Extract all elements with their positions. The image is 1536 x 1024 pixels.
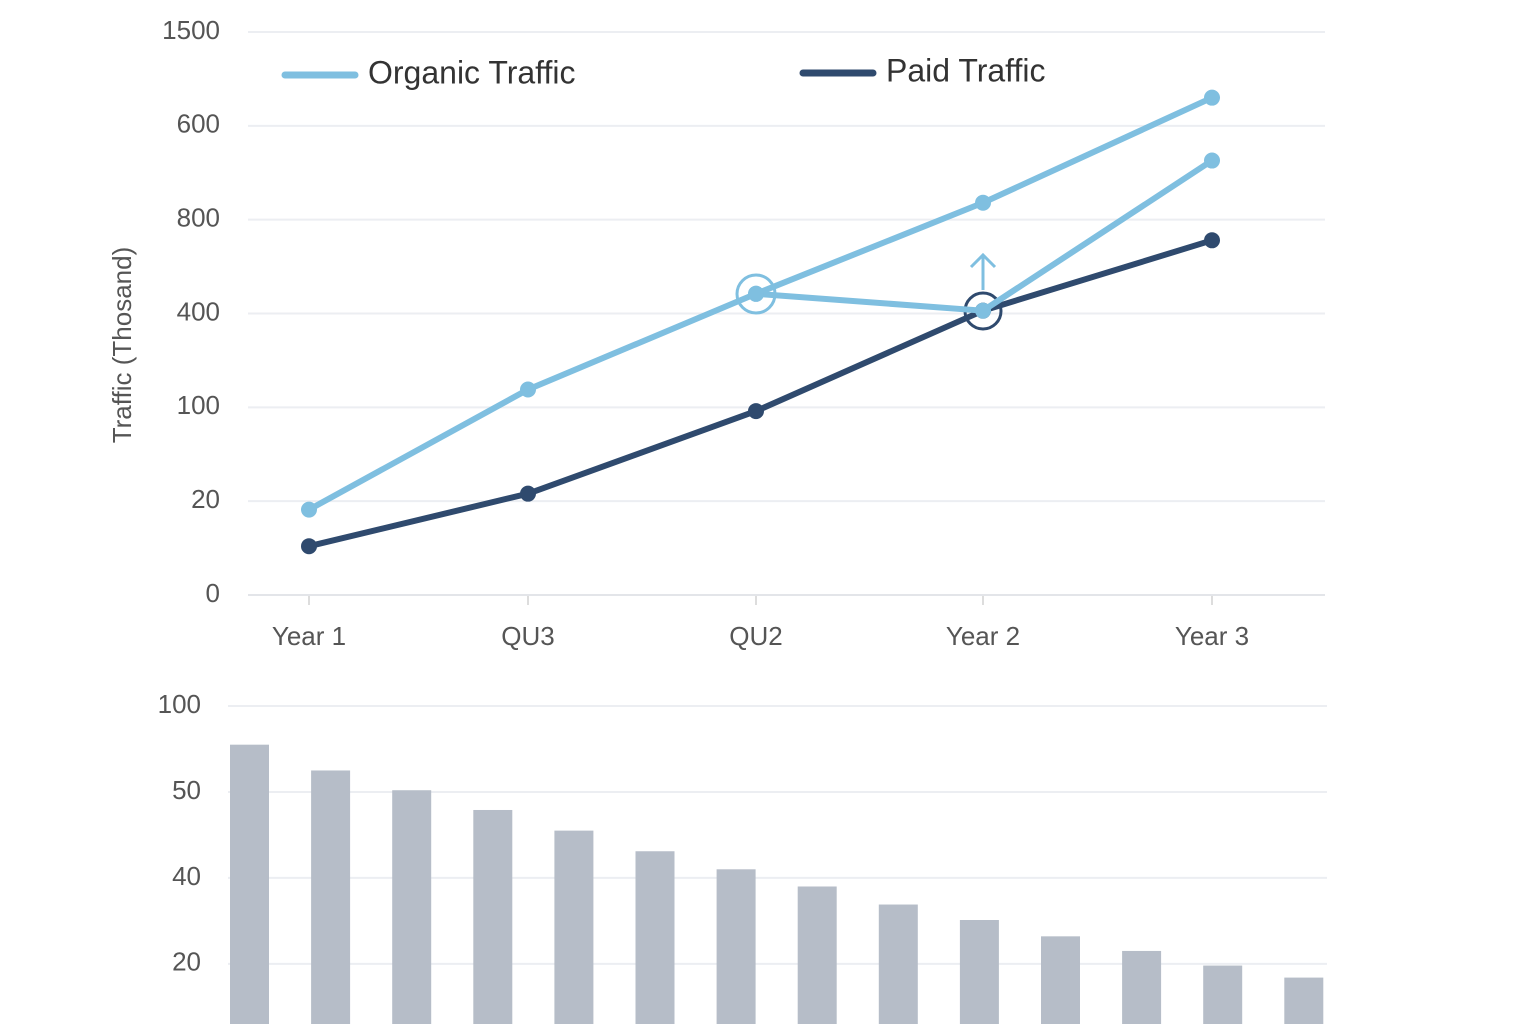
legend-label: Paid Traffic bbox=[886, 52, 1045, 88]
bar bbox=[1284, 977, 1324, 1024]
x-tick-label: Year 1 bbox=[272, 621, 346, 651]
point bbox=[975, 194, 991, 211]
series-line bbox=[307, 94, 1214, 513]
x-tick-label: Year 3 bbox=[1175, 621, 1249, 651]
y-tick-label: 400 bbox=[177, 296, 220, 326]
point bbox=[1204, 152, 1220, 169]
bar bbox=[635, 851, 675, 1024]
bar bbox=[1203, 965, 1243, 1024]
point bbox=[975, 302, 991, 319]
bar bbox=[311, 770, 351, 1024]
point bbox=[1204, 232, 1220, 249]
legend-label: Organic Traffic bbox=[368, 54, 575, 90]
bar bbox=[392, 790, 432, 1024]
y-tick-label: 20 bbox=[172, 947, 201, 977]
y-tick-label: 50 bbox=[172, 775, 201, 805]
bar bbox=[1122, 950, 1162, 1024]
y-tick-label: 100 bbox=[177, 390, 220, 420]
bar bbox=[1041, 936, 1080, 1024]
y-tick-label: 100 bbox=[158, 689, 201, 719]
y-tick-label: 800 bbox=[177, 203, 220, 233]
bar bbox=[230, 744, 269, 1024]
up-arrow bbox=[969, 252, 997, 290]
y-axis-title: Traffic (Thosand) bbox=[107, 247, 137, 444]
y-tick-label: 40 bbox=[172, 861, 201, 891]
x-tick-label: QU3 bbox=[501, 621, 554, 651]
point bbox=[520, 381, 536, 398]
bar bbox=[716, 869, 756, 1024]
y-tick-label: 0 bbox=[206, 578, 220, 608]
y-tick-label: 1500 bbox=[162, 15, 220, 45]
x-tick-label: Year 2 bbox=[946, 621, 1020, 651]
point bbox=[1204, 89, 1220, 106]
bar bbox=[554, 830, 594, 1024]
point bbox=[748, 403, 764, 420]
point bbox=[301, 538, 317, 555]
bar bbox=[797, 886, 837, 1024]
y-tick-label: 600 bbox=[177, 109, 220, 139]
bar bbox=[473, 809, 513, 1024]
x-tick-label: QU2 bbox=[729, 621, 782, 651]
bar bbox=[878, 904, 918, 1024]
point bbox=[301, 501, 317, 518]
bar bbox=[959, 920, 999, 1024]
y-tick-label: 20 bbox=[191, 484, 220, 514]
point bbox=[520, 485, 536, 502]
point bbox=[748, 285, 764, 302]
